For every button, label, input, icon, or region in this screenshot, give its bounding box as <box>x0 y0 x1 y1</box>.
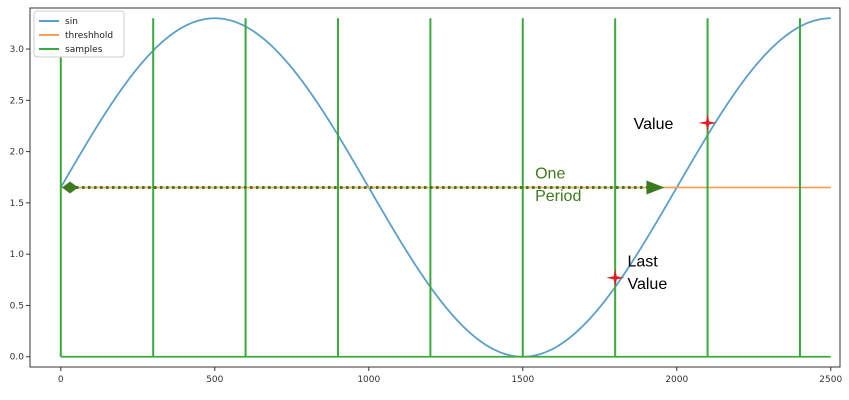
x-tick-label: 2000 <box>665 375 688 385</box>
legend-label-sin: sin <box>65 17 78 27</box>
y-tick-label: 3.0 <box>10 45 25 55</box>
x-tick-label: 1000 <box>357 375 380 385</box>
annotation-text-3: Last <box>627 253 658 270</box>
y-tick-label: 2.5 <box>10 96 24 106</box>
y-tick-label: 1.5 <box>10 199 24 209</box>
annotation-text-0: One <box>535 165 565 182</box>
axes-layer: 0 500 1000 1500 2000 2500 0.0 0.5 1.0 1.5 2.0 2.5 3.… <box>10 7 842 385</box>
y-tick-label: 0.5 <box>10 301 24 311</box>
series-layer <box>59 17 831 358</box>
y-tick-label: 2.0 <box>10 148 25 158</box>
legend: sin threshhold samples <box>33 10 125 58</box>
x-tick-label: 500 <box>206 375 223 385</box>
annotation-layer: One Period Value Last Value <box>62 113 717 293</box>
series-line-sin <box>60 17 831 358</box>
annotation-text-1: Period <box>535 188 581 205</box>
period-arrow-start-diamond <box>62 181 79 194</box>
axes-spines <box>29 7 841 368</box>
legend-box <box>33 10 125 58</box>
last-value-marker <box>606 268 625 287</box>
x-tick-label: 0 <box>58 375 64 385</box>
period-arrow-head <box>646 180 665 195</box>
y-tick-label: 0.0 <box>10 353 25 363</box>
y-tick-label: 1.0 <box>10 250 25 260</box>
x-tick-label: 1500 <box>511 375 534 385</box>
x-tick-label: 2500 <box>819 375 842 385</box>
annotation-text-2: Value <box>634 116 674 133</box>
value-marker <box>698 113 717 132</box>
annotation-text-4: Value <box>627 276 667 293</box>
legend-label-samples: samples <box>65 45 103 55</box>
legend-label-threshhold: threshhold <box>65 31 113 41</box>
